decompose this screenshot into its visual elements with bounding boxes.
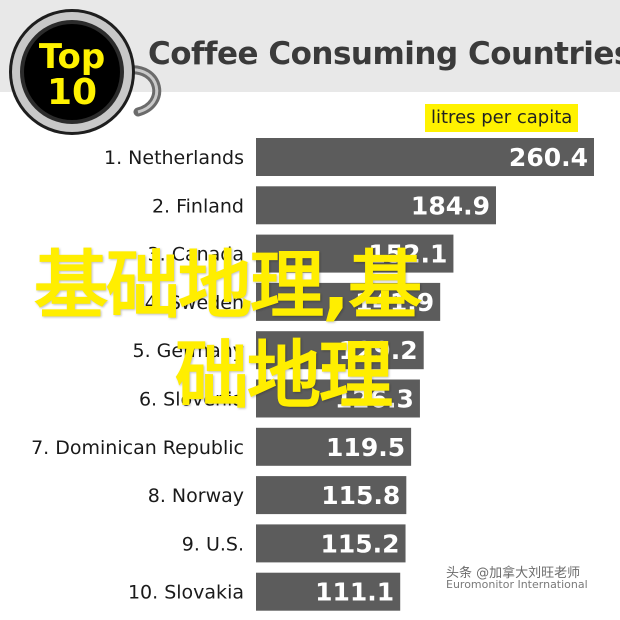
- bar-10: [256, 572, 401, 611]
- value-label-10: 111.1: [315, 578, 394, 607]
- category-label-8: 8. Norway: [148, 485, 244, 507]
- value-label-8: 115.8: [321, 481, 400, 510]
- bar-2: [256, 186, 497, 225]
- bar-9: [256, 524, 406, 563]
- category-label-2: 2. Finland: [152, 195, 244, 217]
- badge-top: Top: [39, 37, 105, 77]
- category-label-6: 6. Slovenia: [139, 389, 244, 411]
- bar-5: [256, 331, 424, 370]
- category-label-7: 7. Dominican Republic: [31, 437, 244, 459]
- bar-4: [256, 282, 441, 321]
- bar-6: [256, 379, 420, 418]
- value-label-2: 184.9: [411, 191, 490, 220]
- unit-label: litres per capita: [425, 104, 579, 132]
- category-label-10: 10. Slovakia: [128, 582, 244, 604]
- credit-source: Euromonitor International: [446, 578, 588, 591]
- category-label-4: 4. Sweden: [145, 292, 244, 314]
- category-label-1: 1. Netherlands: [104, 147, 244, 169]
- value-label-5: 129.2: [339, 336, 418, 365]
- value-label-1: 260.4: [509, 143, 588, 172]
- badge-number: 10: [47, 72, 97, 113]
- bar-3: [256, 234, 454, 273]
- value-label-3: 152.1: [368, 240, 447, 269]
- chart-title: Coffee Consuming Countries: [148, 36, 620, 72]
- value-label-9: 115.2: [320, 529, 399, 558]
- credit-account: 头条 @加拿大刘旺老师: [446, 566, 581, 581]
- value-label-6: 126.3: [335, 385, 414, 414]
- value-label-4: 141.9: [355, 288, 434, 317]
- category-label-3: 3. Canada: [148, 244, 244, 266]
- category-label-9: 9. U.S.: [182, 533, 244, 555]
- category-label-5: 5. Germany: [133, 340, 245, 362]
- value-label-7: 119.5: [326, 433, 405, 462]
- coffee-cup-icon: Top 10: [9, 9, 162, 135]
- bar-8: [256, 476, 407, 515]
- bar-7: [256, 427, 412, 466]
- bar-1: [256, 138, 594, 176]
